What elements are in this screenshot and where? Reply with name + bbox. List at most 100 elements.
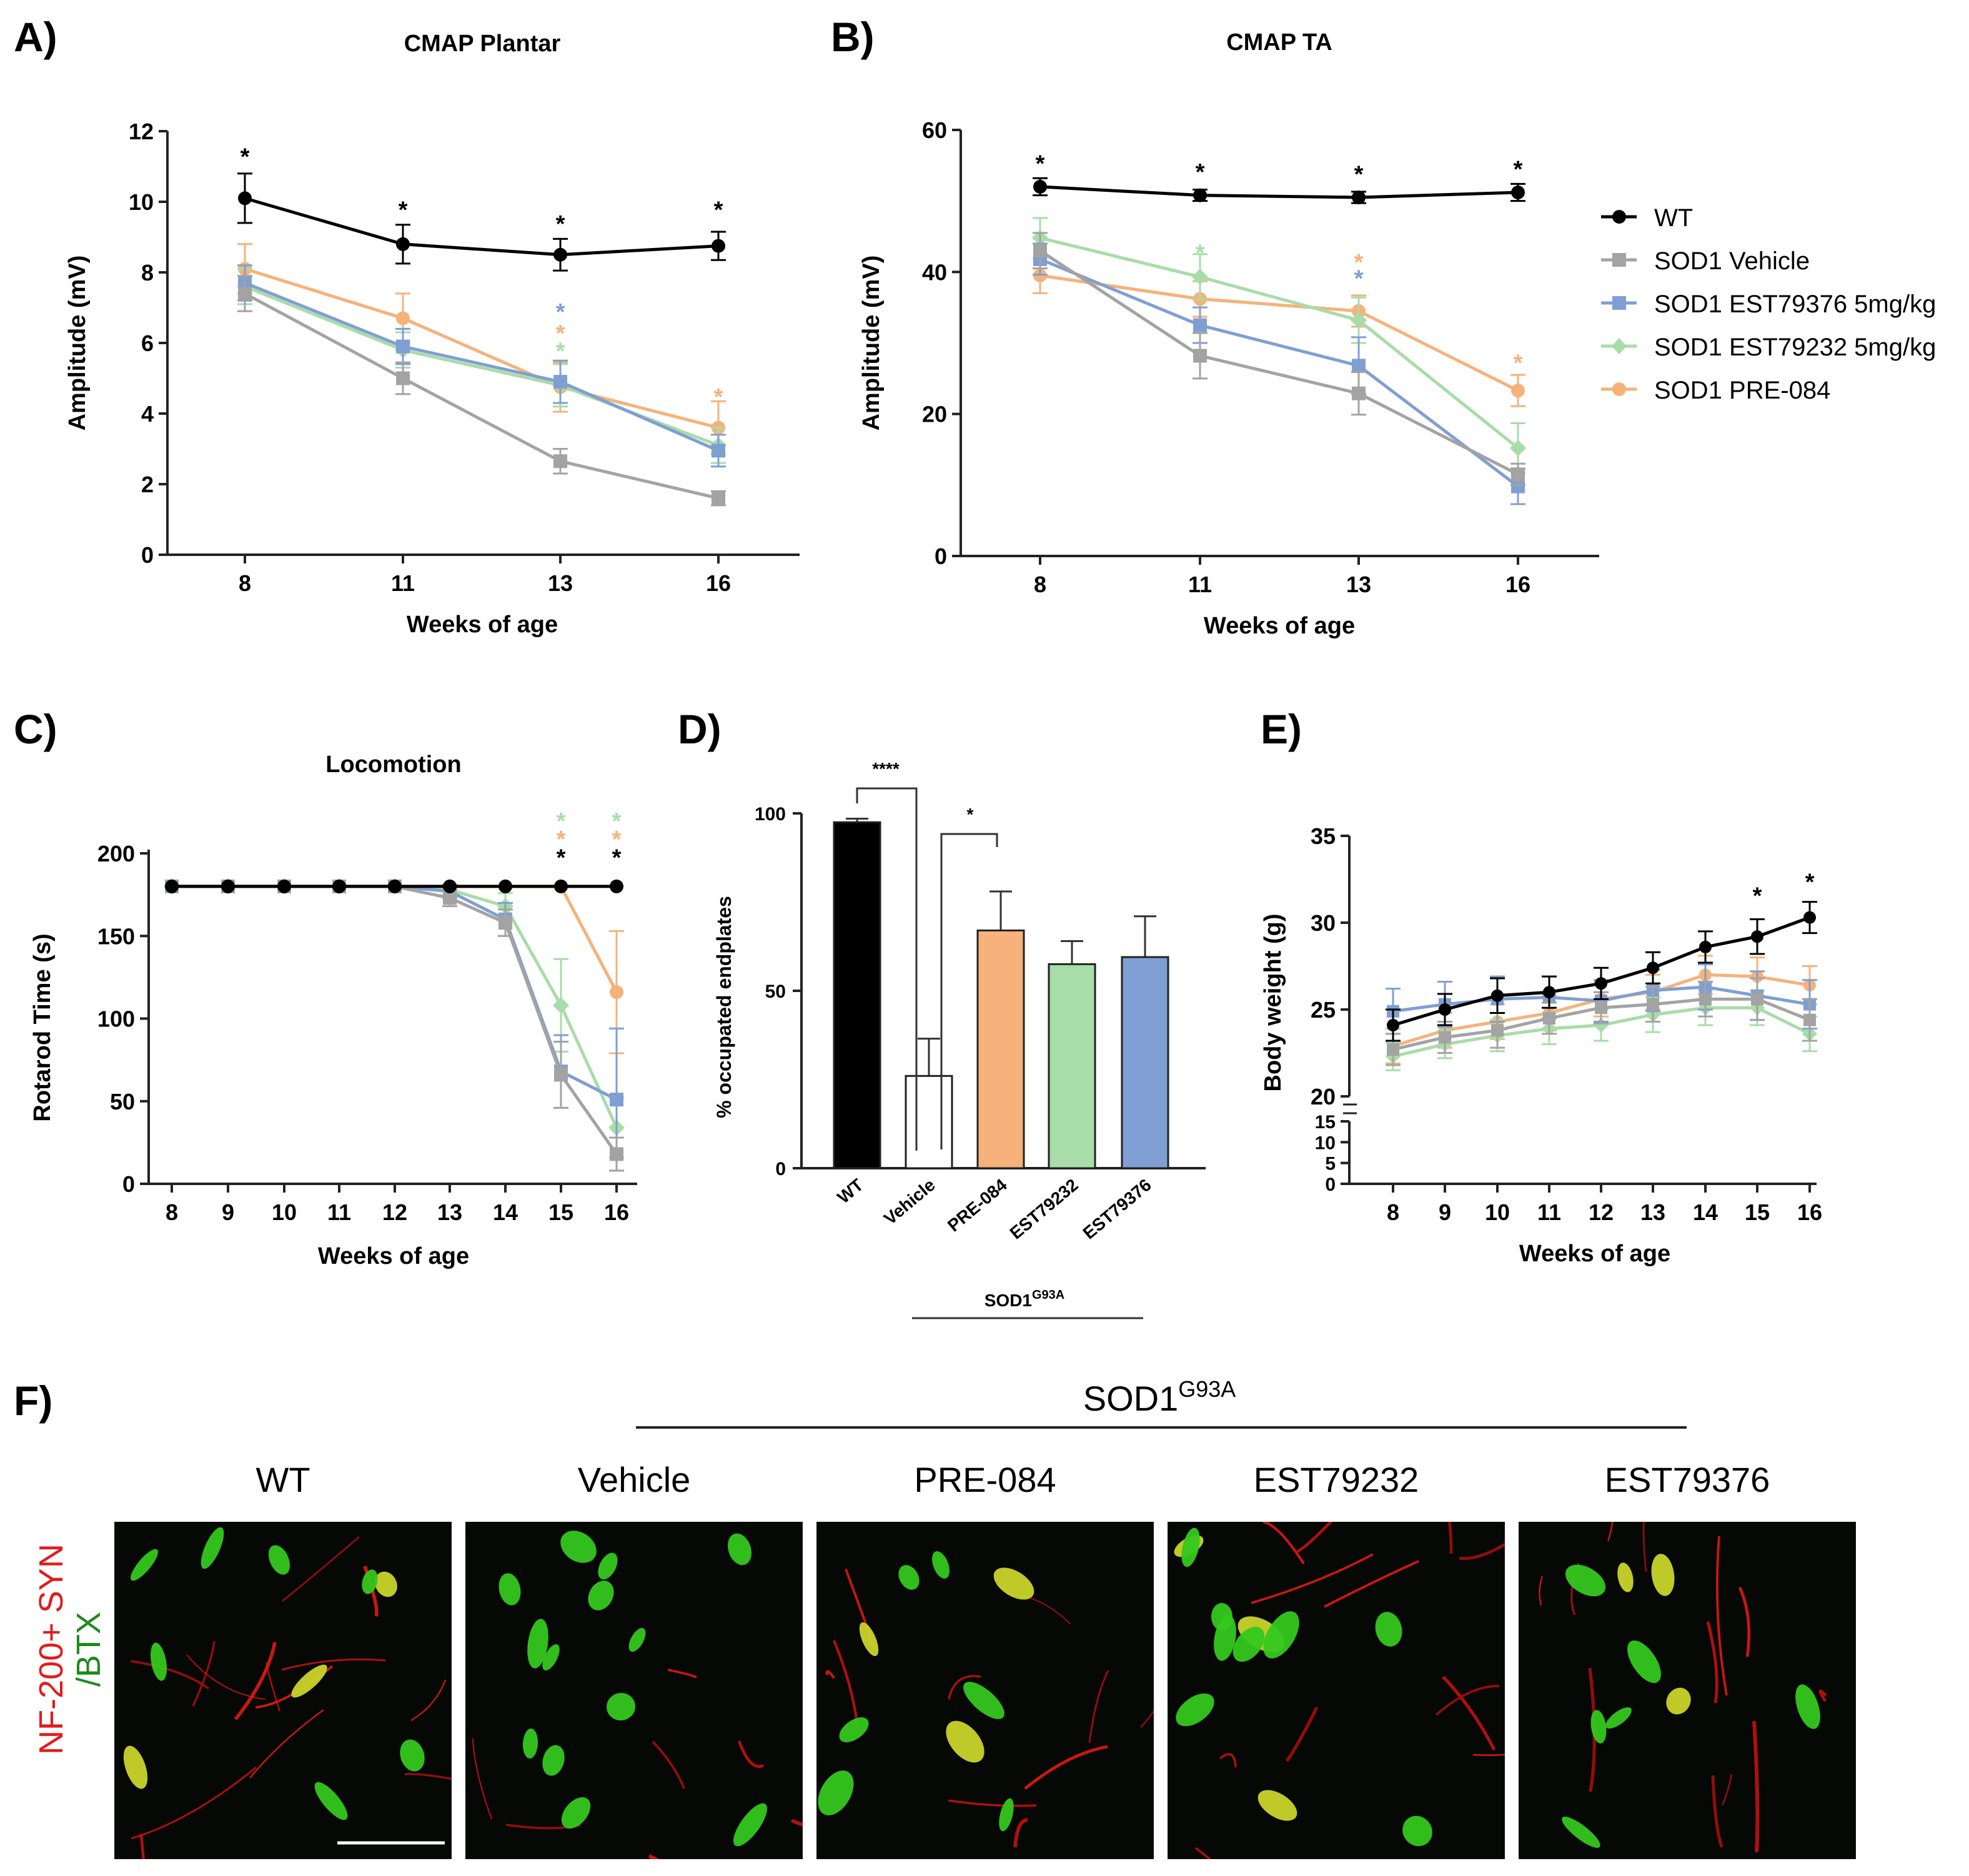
panel-f-title-vehicle: Vehicle [578, 1460, 691, 1499]
panel-f-axon [1752, 1720, 1760, 1853]
chart-a-ytick-label: 0 [141, 542, 154, 568]
chart-e-point-sod1-vehicle [1491, 1024, 1504, 1037]
chart-a-star: * [556, 338, 565, 364]
panel-f-endplate [291, 1664, 327, 1698]
chart-a-title: CMAP Plantar [404, 31, 561, 57]
chart-e-xtick-label: 9 [1439, 1199, 1451, 1225]
chart-b-point-sod1-est79376-5mg-kg [1352, 359, 1366, 373]
chart-c-xtick-label: 11 [327, 1199, 351, 1225]
chart-e-xtick-label: 8 [1387, 1199, 1399, 1225]
chart-a-ytick-label: 12 [129, 119, 154, 144]
panel-f-axon [1738, 1587, 1750, 1657]
chart-e-point-sod1-vehicle [1699, 993, 1712, 1006]
panel-f-axon [1324, 1560, 1419, 1608]
chart-c-xtick-label: 16 [604, 1199, 629, 1225]
panel-f-endplate [1565, 1564, 1606, 1597]
chart-b-series-wt [1033, 177, 1525, 204]
chart-c-series-sod1-est79376-5mg-kg [165, 879, 624, 1172]
panel-f-axon [404, 1773, 452, 1780]
chart-b-ylabel: Amplitude (mV) [858, 256, 885, 431]
chart-b-point-sod1-est79232-5mg-kg [1351, 312, 1367, 329]
chart-c-point-sod1-pre-084 [610, 985, 623, 1000]
panel-f-ylabel: NF-200+ SYN [32, 1544, 70, 1755]
legend-label-vehicle: SOD1 Vehicle [1654, 247, 1810, 275]
chart-b-line-sod1-pre-084 [1039, 274, 1519, 392]
panel-f-axon [1448, 1522, 1453, 1554]
chart-a-point-sod1-est79376-5mg-kg [396, 339, 410, 354]
chart-c-ytick-label: 200 [97, 841, 135, 866]
panel-f-endplate [1176, 1693, 1214, 1727]
panel-f-images [114, 1522, 1856, 1859]
chart-d-xtick-label: EST79232 [1006, 1175, 1082, 1243]
panel-f-image-wt [114, 1522, 452, 1859]
chart-b-line-sod1-vehicle [1039, 249, 1519, 476]
chart-e-point-sod1-vehicle [1595, 1001, 1607, 1015]
panel-f-title-est79232: EST79232 [1254, 1460, 1419, 1499]
panel-f-axon [1539, 1576, 1544, 1606]
chart-a-line-sod1-est79376-5mg-kg [244, 281, 719, 452]
panel-f-ylabel-btx: /BTX [70, 1612, 107, 1687]
chart-d-y-ticks: 0 50 100 [755, 804, 801, 1179]
chart-a-xtick-label: 11 [391, 570, 415, 596]
chart-c-ylabel: Rotarod Time (s) [29, 933, 56, 1121]
chart-b-star: * [1354, 266, 1364, 292]
chart-c-xtick-label: 8 [166, 1199, 178, 1225]
panel-f-endplate [1666, 1687, 1691, 1715]
panel-f-endplate [1232, 1626, 1265, 1662]
chart-b-xlabel: Weeks of age [1204, 613, 1355, 639]
chart-a-ytick-label: 8 [141, 260, 154, 285]
panel-f-endplate [131, 1549, 158, 1581]
chart-e-point-wt [1439, 1003, 1451, 1016]
chart-d-bar-wt [833, 821, 881, 1169]
chart-c-xlabel: Weeks of age [318, 1243, 469, 1269]
panel-f-axon [1294, 1522, 1333, 1554]
chart-c-line-sod1-vehicle [172, 885, 618, 1155]
panel-f-endplate [1562, 1817, 1600, 1848]
chart-e-axis-break-mark [1343, 1103, 1357, 1114]
panel-f-axon [1140, 1709, 1154, 1728]
chart-c-point-wt [165, 879, 179, 893]
panel-f-endplate [1402, 1815, 1432, 1847]
panel-label-c: C) [14, 706, 57, 752]
panel-f-endplate [598, 1552, 618, 1580]
legend-label-pre084: SOD1 PRE-084 [1654, 377, 1830, 404]
chart-b-point-sod1-vehicle [1033, 244, 1047, 258]
chart-a-line-sod1-pre-084 [244, 267, 719, 430]
panel-f-title-est79376: EST79376 [1605, 1460, 1770, 1499]
panel-f-axon [737, 1740, 764, 1768]
panel-f-axon [234, 1642, 277, 1720]
chart-b-xtick-label: 16 [1505, 572, 1530, 597]
panel-f-axon [1024, 1745, 1108, 1790]
chart-e-ylabel: Body weight (g) [1260, 914, 1286, 1092]
panel-f-axon [1219, 1753, 1237, 1768]
panel-f-endplate [560, 1531, 597, 1563]
panel-f-endplate [1263, 1611, 1299, 1659]
chart-c-point-wt [388, 879, 402, 893]
chart-b-point-sod1-est79232-5mg-kg [1192, 269, 1208, 285]
panel-label-a: A) [14, 14, 57, 60]
chart-a-line-sod1-vehicle [244, 292, 719, 500]
panel-f-endplate [201, 1527, 224, 1569]
chart-a-x-ticks: 8 11 13 16 [239, 555, 731, 596]
chart-c-series-sod1-vehicle [165, 879, 624, 1172]
chart-e-point-wt [1647, 961, 1659, 975]
panel-f-endplate [151, 1642, 167, 1681]
chart-d-xtick-label: Vehicle [880, 1175, 939, 1229]
chart-b-line-wt [1039, 185, 1519, 199]
chart-c-point-sod1-vehicle [443, 891, 457, 905]
chart-c-title: Locomotion [325, 752, 461, 778]
panel-f-title-wt: WT [255, 1460, 310, 1499]
panel-f-endplate [314, 1782, 348, 1820]
chart-d-bar-pre-084 [976, 929, 1025, 1169]
chart-e-ytick-label: 35 [1311, 823, 1336, 849]
chart-c-line-sod1-pre-084 [172, 885, 618, 993]
chart-c-ytick-label: 150 [97, 923, 135, 949]
panel-f-endplate [498, 1573, 521, 1606]
chart-c-star: * [612, 826, 622, 853]
chart-a-series-sod1-est79232-5mg-kg [237, 267, 727, 464]
chart-c-ytick-label: 50 [110, 1089, 135, 1114]
chart-b-ytick-label: 60 [922, 117, 947, 143]
chart-b-series-sod1-vehicle [1033, 232, 1525, 486]
